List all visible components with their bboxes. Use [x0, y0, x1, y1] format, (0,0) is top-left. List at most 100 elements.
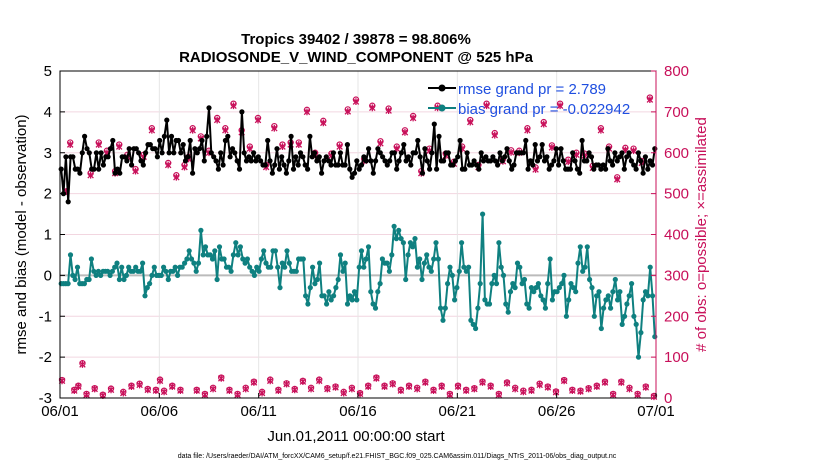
obs-assimilated-point [642, 383, 650, 391]
bias-point [528, 285, 535, 291]
bias-point [331, 293, 337, 299]
rmse-point [640, 170, 646, 176]
rmse-point [577, 170, 583, 176]
rmse-point [572, 158, 578, 164]
rmse-point [349, 174, 355, 180]
bias-point [233, 240, 239, 246]
obs-assimilated-point [405, 383, 413, 390]
bias-point [249, 268, 255, 274]
bias-point [105, 268, 111, 274]
bias-point [454, 285, 460, 291]
rmse-point [65, 199, 71, 205]
bias-point [114, 260, 120, 266]
rmse-point [598, 166, 604, 172]
rmse-point [612, 150, 618, 156]
bias-point [554, 289, 560, 295]
rmse-point [614, 158, 620, 164]
y-axis-ticks: -3 -2 -1 0 1 2 3 4 5 [39, 63, 65, 407]
y-right-tick-label: 100 [664, 349, 689, 366]
rmse-point [626, 150, 632, 156]
bias-point [191, 260, 197, 266]
obs-assimilated-point [409, 114, 417, 122]
bias-point [379, 256, 385, 262]
bias-point [519, 281, 525, 287]
bias-point [517, 264, 523, 270]
obs-assimilated-point [401, 128, 409, 136]
rmse-point [185, 154, 191, 160]
rmse-point [164, 117, 170, 123]
bias-point [526, 305, 532, 311]
bias-point [442, 305, 448, 311]
rmse-point [175, 137, 182, 144]
rmse-point [480, 158, 487, 164]
obs-assimilated-point [332, 383, 339, 391]
bias-point [456, 268, 462, 274]
obs-assimilated-point [291, 386, 298, 394]
obs-assimilated-point [91, 385, 98, 393]
rmse-point [302, 162, 308, 168]
rmse-point [234, 158, 240, 164]
bias-point [161, 264, 167, 270]
bias-point [589, 285, 595, 291]
obs-assimilated-point [430, 387, 437, 395]
rmse-point [549, 162, 555, 168]
rmse-point [497, 150, 503, 156]
obs-assimilated-point [560, 377, 568, 385]
rmse-point [206, 105, 212, 111]
rmse-point [591, 166, 597, 172]
rmse-point [506, 158, 512, 164]
obs-assimilated-point [446, 391, 454, 399]
rmse-point [490, 154, 496, 160]
rmse-point [586, 150, 592, 156]
rmse-point [265, 137, 271, 144]
bias-point [240, 256, 246, 262]
bias-point [459, 240, 465, 246]
rmse-point [82, 133, 88, 139]
bias-point [258, 256, 264, 262]
bias-point [137, 268, 143, 274]
obs-assimilated-point [258, 389, 266, 397]
rmse-point [114, 166, 121, 172]
rmse-point [534, 158, 541, 164]
obs-assimilated-point [491, 131, 499, 139]
rmse-point [429, 150, 435, 156]
bias-point [622, 313, 628, 319]
bias-point [91, 268, 97, 274]
bias-point [172, 264, 178, 270]
x-tick-label: 07/01 [637, 403, 675, 420]
obs-assimilated-point [230, 102, 237, 110]
bias-point [261, 248, 267, 254]
rmse-point [436, 133, 442, 139]
bias-point [482, 297, 488, 303]
rmse-point [272, 162, 278, 168]
rmse-point [197, 146, 203, 152]
legend-rmse-label: rmse grand pr = 2.789 [458, 81, 606, 98]
rmse-point [532, 142, 538, 148]
bias-point [424, 252, 430, 258]
bias-point [244, 256, 250, 262]
rmse-point [258, 158, 264, 164]
rmse-point [246, 154, 252, 160]
rmse-point [621, 166, 627, 172]
bias-point [198, 227, 204, 233]
rmse-point [93, 150, 99, 156]
obs-assimilated-point [234, 391, 241, 399]
rmse-point [326, 158, 332, 164]
rmse-point [319, 170, 325, 176]
rmse-point [478, 150, 484, 156]
rmse-point [117, 170, 123, 176]
bias-point [303, 293, 309, 299]
rmse-point [464, 150, 470, 156]
bias-point [324, 301, 330, 307]
rmse-point [645, 166, 651, 172]
obs-assimilated-point [487, 383, 494, 390]
rmse-point [204, 133, 210, 139]
obs-assimilated-point [275, 387, 282, 395]
rmse-point [511, 162, 517, 168]
bias-point [214, 276, 220, 283]
bias-point [242, 260, 248, 266]
rmse-point [483, 154, 489, 160]
bias-point [300, 256, 306, 262]
rmse-point [262, 162, 268, 168]
rmse-point [370, 170, 376, 176]
